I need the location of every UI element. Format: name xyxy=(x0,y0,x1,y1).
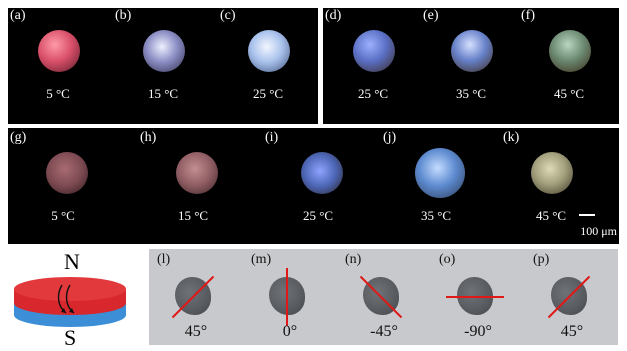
cell-m: (m) 0° xyxy=(243,249,337,345)
cell-o: (o) -90° xyxy=(431,249,525,345)
cell-l: (l) 45° xyxy=(149,249,243,345)
droplet-image xyxy=(531,152,573,194)
temperature-label: 15 °C xyxy=(177,208,209,223)
droplet-image xyxy=(415,148,465,198)
temperature-label: 45 °C xyxy=(553,86,585,101)
cell-a: (a) 5 °C xyxy=(8,8,108,118)
orientation-line xyxy=(446,296,504,298)
magnet-illustration: N S xyxy=(0,249,140,350)
droplet-image xyxy=(176,152,218,194)
scale-bar xyxy=(579,214,595,216)
cell-n: (n) -45° xyxy=(337,249,431,345)
cell-i: (i) 25 °C xyxy=(263,130,363,240)
droplet-image xyxy=(549,30,591,72)
cell-b: (b) 15 °C xyxy=(113,8,213,118)
orientation-line xyxy=(286,268,288,326)
droplet-image xyxy=(301,152,343,194)
cell-k: (k) 45 °C xyxy=(501,130,601,240)
temperature-label: 15 °C xyxy=(147,86,179,101)
angle-label: -45° xyxy=(370,323,398,340)
temperature-label: 5 °C xyxy=(51,208,75,223)
droplet-image xyxy=(451,30,493,72)
cell-h: (h) 15 °C xyxy=(138,130,238,240)
angle-label: 0° xyxy=(282,323,298,340)
panel-label: (a) xyxy=(10,8,26,23)
rotation-frames: (l) 45° (m) 0° (n) -45° (o) -90° (p) 45° xyxy=(149,249,618,345)
cell-g: (g) 5 °C xyxy=(8,130,108,240)
panel-label: (m) xyxy=(251,252,272,267)
panel-group-top-right: (d) 25 °C (e) 35 °C (f) 45 °C xyxy=(323,8,619,124)
panel-label: (n) xyxy=(345,252,362,267)
temperature-label: 25 °C xyxy=(357,86,389,101)
panel-label: (p) xyxy=(533,252,550,267)
angle-label: 45° xyxy=(560,323,584,340)
panel-label: (i) xyxy=(265,130,279,145)
angle-label: -90° xyxy=(464,323,492,340)
panel-label: (h) xyxy=(140,130,157,145)
south-label: S xyxy=(64,325,77,350)
cell-d: (d) 25 °C xyxy=(323,8,423,118)
cell-p: (p) 45° xyxy=(525,249,619,345)
droplet-image xyxy=(143,30,185,72)
cell-c: (c) 25 °C xyxy=(218,8,318,118)
droplet-image xyxy=(46,152,88,194)
panel-label: (k) xyxy=(503,130,520,145)
panel-label: (e) xyxy=(423,8,439,23)
magnet-icon xyxy=(14,277,126,327)
droplet-image xyxy=(38,30,80,72)
panel-label: (l) xyxy=(157,252,171,267)
droplet-image xyxy=(353,30,395,72)
temperature-label: 35 °C xyxy=(455,86,487,101)
panel-label: (d) xyxy=(325,8,342,23)
temperature-label: 35 °C xyxy=(420,208,452,223)
panel-group-middle: (g) 5 °C (h) 15 °C (i) 25 °C (j) 35 °C (… xyxy=(8,128,619,244)
droplet-image xyxy=(248,30,290,72)
cell-e: (e) 35 °C xyxy=(421,8,521,118)
cell-j: (j) 35 °C xyxy=(381,130,481,240)
scale-bar-label: 100 μm xyxy=(580,224,617,238)
north-label: N xyxy=(64,249,80,274)
panel-label: (f) xyxy=(521,8,535,23)
panel-label: (b) xyxy=(115,8,132,23)
temperature-label: 25 °C xyxy=(252,86,284,101)
temperature-label: 25 °C xyxy=(302,208,334,223)
panel-label: (c) xyxy=(220,8,236,23)
panel-label: (o) xyxy=(439,252,456,267)
cell-f: (f) 45 °C xyxy=(519,8,619,118)
temperature-label: 5 °C xyxy=(46,86,70,101)
temperature-label: 45 °C xyxy=(535,208,567,223)
panel-label: (g) xyxy=(10,130,27,145)
angle-label: 45° xyxy=(184,323,208,340)
panel-label: (j) xyxy=(383,130,397,145)
panel-group-top-left: (a) 5 °C (b) 15 °C (c) 25 °C xyxy=(8,8,318,124)
